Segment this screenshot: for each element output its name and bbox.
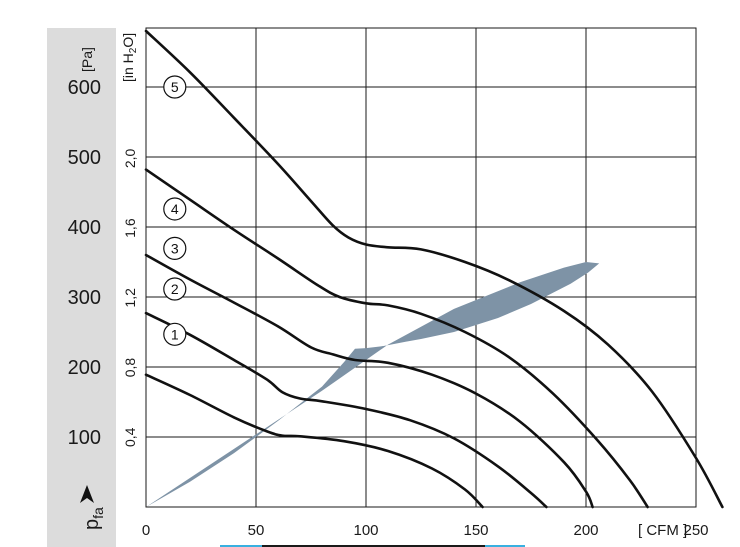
pressure-axis-label: pfa [81,507,106,530]
x-tick-label: 150 [463,522,488,539]
curve-label-circle [163,197,187,221]
x-tick-label: 100 [353,522,378,539]
curve-label-3: 3 [163,236,187,260]
curve-label-circle [163,277,187,301]
curve-label-text: 5 [171,79,179,95]
plot-border [145,27,697,508]
pressure-axis-arrow-icon [80,485,94,503]
pa-tick-label: 300 [68,287,101,309]
curve-label-5: 5 [163,75,187,99]
curve-4 [144,168,649,509]
curve-label-2: 2 [163,277,187,301]
x-tick-label: 0 [142,522,150,539]
pa-tick-label: 100 [68,427,101,449]
operating-region [146,262,600,507]
plot-grid [145,27,697,508]
x-tick-label: 50 [248,522,265,539]
curve-label-circle [163,322,187,346]
x-tick-label: 200 [573,522,598,539]
pa-tick-label: 400 [68,217,101,239]
inh2o-tick-label: 1,6 [122,218,138,238]
inh2o-unit-label: [in H2O] [120,33,139,82]
curves-layer [144,29,724,509]
x-tick-label: 250 [683,522,708,539]
curve-3 [144,253,594,509]
curve-1 [144,373,484,509]
inh2o-tick-label: 2,0 [122,148,138,168]
pa-unit-label: [Pa] [79,47,95,72]
curve-2 [144,311,548,509]
curve-5 [144,29,724,509]
curve-label-circle [163,75,187,99]
curve-label-text: 4 [171,201,179,217]
curve-label-1: 1 [163,322,187,346]
curve-label-text: 2 [171,281,179,297]
pa-tick-label: 500 [68,147,101,169]
inh2o-tick-label: 0,8 [122,358,138,378]
pa-tick-label: 200 [68,357,101,379]
svg-text:pfa: pfa [81,507,106,530]
pa-tick-label: 600 [68,77,101,99]
curve-labels-layer: 1 2 3 4 5 [163,75,187,346]
inh2o-tick-label: 1,2 [122,288,138,308]
ticks-layer: 100 200 300 400 500 600 0,4 0,8 1,2 1,6 2,0 0 50 100 1… [68,77,709,539]
axis-side-band [47,28,116,547]
operating-region-layer [146,262,600,507]
curve-label-4: 4 [163,197,187,221]
curve-label-circle [163,236,187,260]
curve-label-text: 1 [171,326,179,342]
cfm-unit-label: [ CFM ] [638,522,687,539]
curve-label-text: 3 [171,240,179,256]
inh2o-tick-label: 0,4 [122,427,138,447]
